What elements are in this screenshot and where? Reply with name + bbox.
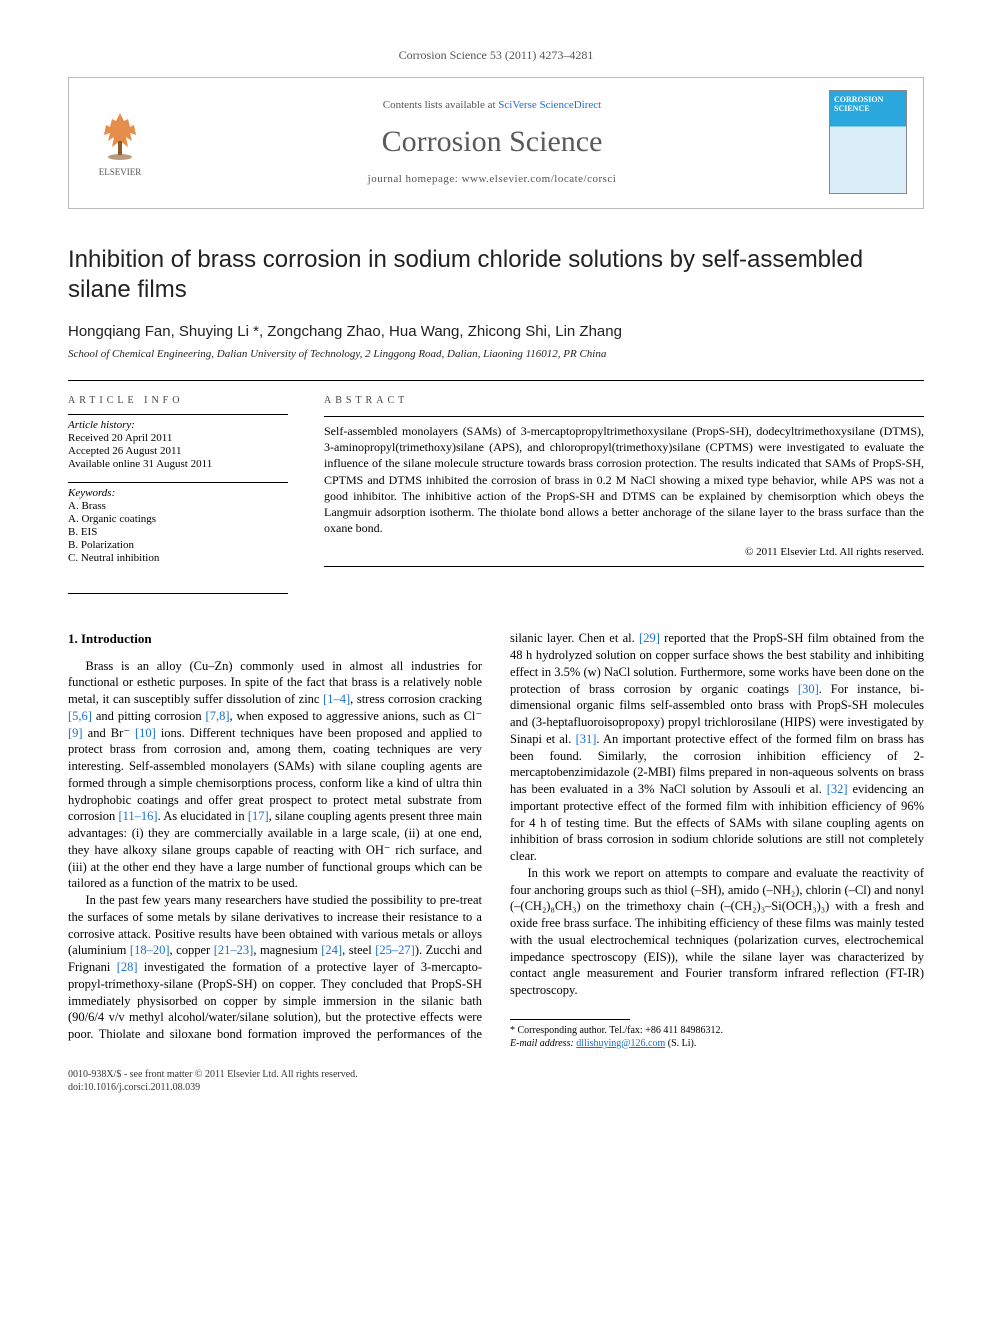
email-label: E-mail address: [510, 1038, 576, 1049]
received-line: Received 20 April 2011 [68, 432, 288, 444]
journal-cover-thumb: CORROSION SCIENCE [829, 90, 907, 194]
ref-link[interactable]: [18–20] [130, 943, 170, 957]
contents-line: Contents lists available at SciVerse Sci… [155, 99, 829, 111]
ref-link[interactable]: [1–4] [323, 692, 350, 706]
sciencedirect-link[interactable]: SciVerse ScienceDirect [498, 99, 601, 111]
abstract-column: ABSTRACT Self-assembled monolayers (SAMs… [324, 395, 924, 573]
accepted-line: Accepted 26 August 2011 [68, 445, 288, 457]
footnote-rule [510, 1019, 630, 1020]
abstract-rule-top [324, 416, 924, 417]
header-center: Contents lists available at SciVerse Sci… [155, 99, 829, 185]
journal-header: ELSEVIER Contents lists available at Sci… [68, 77, 924, 209]
ref-link[interactable]: [9] [68, 726, 83, 740]
footnote-block: * Corresponding author. Tel./fax: +86 41… [510, 1019, 924, 1050]
ref-link[interactable]: [7,8] [206, 709, 230, 723]
citation-bar: Corrosion Science 53 (2011) 4273–4281 [68, 48, 924, 63]
ref-link[interactable]: [29] [639, 631, 660, 645]
ref-link[interactable]: [24] [321, 943, 342, 957]
email-suffix: (S. Li). [665, 1038, 696, 1049]
ref-link[interactable]: [32] [827, 782, 848, 796]
info-rule [68, 482, 288, 483]
keyword: B. EIS [68, 526, 288, 538]
keyword: A. Brass [68, 500, 288, 512]
article-title: Inhibition of brass corrosion in sodium … [68, 245, 924, 305]
abstract-heading: ABSTRACT [324, 395, 924, 406]
homepage-prefix: journal homepage: [368, 173, 462, 185]
keywords-head: Keywords: [68, 487, 288, 499]
email-line: E-mail address: dllishuying@126.com (S. … [510, 1037, 924, 1050]
history-head: Article history: [68, 419, 288, 431]
keywords-block: Keywords: A. Brass A. Organic coatings B… [68, 487, 288, 564]
affiliation: School of Chemical Engineering, Dalian U… [68, 348, 924, 360]
info-abstract-row: ARTICLE INFO Article history: Received 2… [68, 395, 924, 573]
ref-link[interactable]: [28] [117, 960, 138, 974]
info-rule [68, 414, 288, 415]
ref-link[interactable]: [11–16] [118, 809, 157, 823]
elsevier-label: ELSEVIER [85, 167, 155, 177]
ref-link[interactable]: [30] [798, 682, 819, 696]
front-matter-line: 0010-938X/$ - see front matter © 2011 El… [68, 1068, 924, 1081]
online-line: Available online 31 August 2011 [68, 458, 288, 470]
ref-link[interactable]: [31] [576, 732, 597, 746]
elsevier-tree-icon [92, 107, 148, 163]
separator [68, 380, 924, 381]
ref-link[interactable]: [25–27] [375, 943, 415, 957]
intro-para-1: Brass is an alloy (Cu–Zn) commonly used … [68, 658, 482, 893]
article-info-heading: ARTICLE INFO [68, 395, 288, 406]
keyword: B. Polarization [68, 539, 288, 551]
homepage-url: www.elsevier.com/locate/corsci [462, 173, 617, 185]
keyword: A. Organic coatings [68, 513, 288, 525]
body-text: 1. Introduction Brass is an alloy (Cu–Zn… [68, 630, 924, 1050]
email-link[interactable]: dllishuying@126.com [576, 1038, 665, 1049]
ref-link[interactable]: [17] [248, 809, 269, 823]
article-info: ARTICLE INFO Article history: Received 2… [68, 395, 288, 573]
authors: Hongqiang Fan, Shuying Li *, Zongchang Z… [68, 323, 924, 340]
corresponding-author: * Corresponding author. Tel./fax: +86 41… [510, 1024, 924, 1037]
contents-prefix: Contents lists available at [383, 99, 498, 111]
section-heading: 1. Introduction [68, 630, 482, 647]
keyword: C. Neutral inhibition [68, 552, 288, 564]
ref-link[interactable]: [21–23] [214, 943, 254, 957]
copyright-line: © 2011 Elsevier Ltd. All rights reserved… [324, 546, 924, 558]
abstract-text: Self-assembled monolayers (SAMs) of 3-me… [324, 423, 924, 536]
cover-title: CORROSION SCIENCE [834, 95, 902, 113]
doi-line: doi:10.1016/j.corsci.2011.08.039 [68, 1081, 924, 1094]
homepage-line: journal homepage: www.elsevier.com/locat… [155, 173, 829, 185]
ref-link[interactable]: [5,6] [68, 709, 92, 723]
elsevier-logo: ELSEVIER [85, 107, 155, 177]
journal-name: Corrosion Science [155, 125, 829, 159]
footer-block: 0010-938X/$ - see front matter © 2011 El… [68, 1068, 924, 1094]
separator [68, 593, 288, 594]
abstract-rule-bottom [324, 566, 924, 567]
intro-para-3: In this work we report on attempts to co… [510, 865, 924, 999]
ref-link[interactable]: [10] [135, 726, 156, 740]
